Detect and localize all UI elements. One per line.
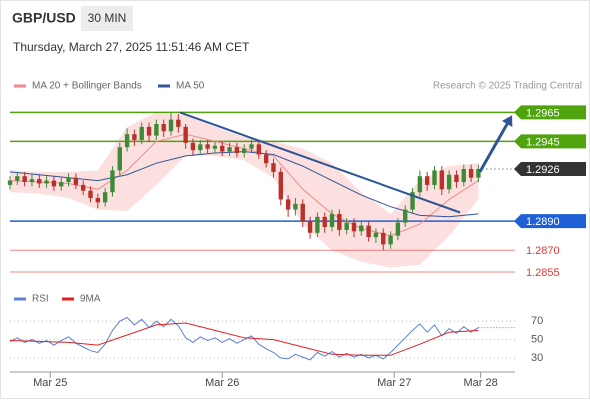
- y-tick-label: 30: [531, 352, 543, 364]
- candle-body: [176, 119, 181, 127]
- legend-label: MA 50: [176, 81, 205, 92]
- trendline: [179, 111, 461, 214]
- legend-label: RSI: [32, 294, 49, 305]
- candle-body: [271, 163, 276, 172]
- level-label: 1.2926: [526, 164, 560, 176]
- timeframe: 30 MIN: [88, 11, 127, 25]
- candle-body: [373, 232, 379, 238]
- candle-body: [124, 134, 130, 148]
- candle-body: [322, 216, 327, 227]
- candle-body: [51, 180, 57, 187]
- candle-body: [139, 126, 144, 140]
- legend-label: 9MA: [80, 294, 101, 305]
- level-label: 1.2890: [526, 216, 560, 228]
- level-label: 1.2965: [526, 107, 560, 119]
- level-tag: [514, 161, 586, 176]
- y-tick-label: 70: [531, 315, 543, 327]
- candle-body: [468, 168, 474, 178]
- candle-body: [190, 142, 196, 151]
- candle-body: [278, 171, 283, 200]
- candle-body: [337, 213, 342, 230]
- candle-body: [381, 232, 386, 245]
- candle-body: [307, 221, 313, 233]
- candle-body: [66, 177, 71, 183]
- candle-body: [168, 119, 174, 132]
- x-tick-label: Mar 25: [33, 377, 67, 389]
- candle-body: [73, 177, 79, 185]
- timeframe-box: [81, 6, 133, 31]
- candle-body: [212, 145, 218, 149]
- level-tag: [514, 105, 586, 120]
- candle-body: [359, 225, 364, 232]
- candle-body: [351, 222, 357, 232]
- candle-body: [395, 222, 401, 236]
- candle-body: [300, 203, 305, 222]
- candle-body: [29, 179, 35, 183]
- credit: Research © 2025 Trading Central: [433, 81, 582, 92]
- candle-body: [80, 184, 86, 191]
- arrow-head: [501, 115, 513, 127]
- level-label: 1.2945: [526, 136, 560, 148]
- candle-body: [329, 213, 335, 227]
- candle-body: [388, 235, 393, 245]
- x-tick-label: Mar 26: [205, 377, 239, 389]
- level-tag: [514, 134, 586, 149]
- level-label: 1.2870: [526, 245, 560, 257]
- candle-body: [220, 145, 225, 152]
- candle-body: [132, 134, 137, 140]
- candle-body: [205, 144, 210, 149]
- y-tick-label: 50: [531, 334, 543, 346]
- candle-body: [59, 182, 64, 187]
- candle-body: [146, 126, 152, 136]
- candle-body: [366, 225, 371, 238]
- candle-body: [242, 148, 247, 154]
- candle-body: [417, 176, 423, 193]
- candle-body: [183, 126, 188, 143]
- candle-body: [15, 176, 20, 181]
- candle-body: [410, 192, 415, 210]
- x-tick-label: Mar 27: [377, 377, 411, 389]
- candle-body: [22, 176, 27, 183]
- x-tick-label: Mar 28: [463, 377, 497, 389]
- candle-body: [234, 147, 240, 154]
- legend-label: MA 20 + Bollinger Bands: [32, 81, 142, 92]
- candle-body: [37, 179, 42, 184]
- candle-body: [95, 197, 101, 203]
- candle-body: [198, 144, 203, 151]
- candle-body: [476, 168, 481, 178]
- candle-body: [117, 147, 122, 171]
- candle-body: [102, 192, 108, 203]
- candle-body: [432, 170, 437, 185]
- candle-body: [293, 203, 298, 210]
- candle-body: [249, 144, 254, 149]
- candle-body: [461, 168, 466, 183]
- candle-body: [154, 124, 159, 136]
- candle-body: [227, 147, 232, 152]
- candle-body: [424, 176, 430, 185]
- candle-body: [161, 124, 166, 132]
- symbol: GBP/USD: [12, 10, 76, 26]
- candle-body: [403, 209, 408, 223]
- candle-body: [256, 144, 262, 155]
- forecast-arrow: [478, 123, 509, 173]
- candle-body: [285, 199, 291, 210]
- candle-body: [454, 174, 459, 183]
- candle-body: [315, 216, 320, 233]
- candle-body: [344, 222, 349, 230]
- rsi-line: [9, 316, 479, 361]
- candle-body: [110, 170, 115, 193]
- datetime: Thursday, March 27, 2025 11:51:46 AM CET: [13, 40, 250, 54]
- candle-body: [7, 180, 13, 185]
- candle-body: [263, 154, 269, 164]
- candle-body: [439, 170, 445, 190]
- rsi-line: [9, 322, 479, 356]
- candle-body: [446, 174, 452, 190]
- candle-body: [44, 180, 49, 184]
- candle-body: [88, 190, 93, 198]
- level-tag: [514, 214, 586, 229]
- level-label: 1.2855: [526, 267, 560, 279]
